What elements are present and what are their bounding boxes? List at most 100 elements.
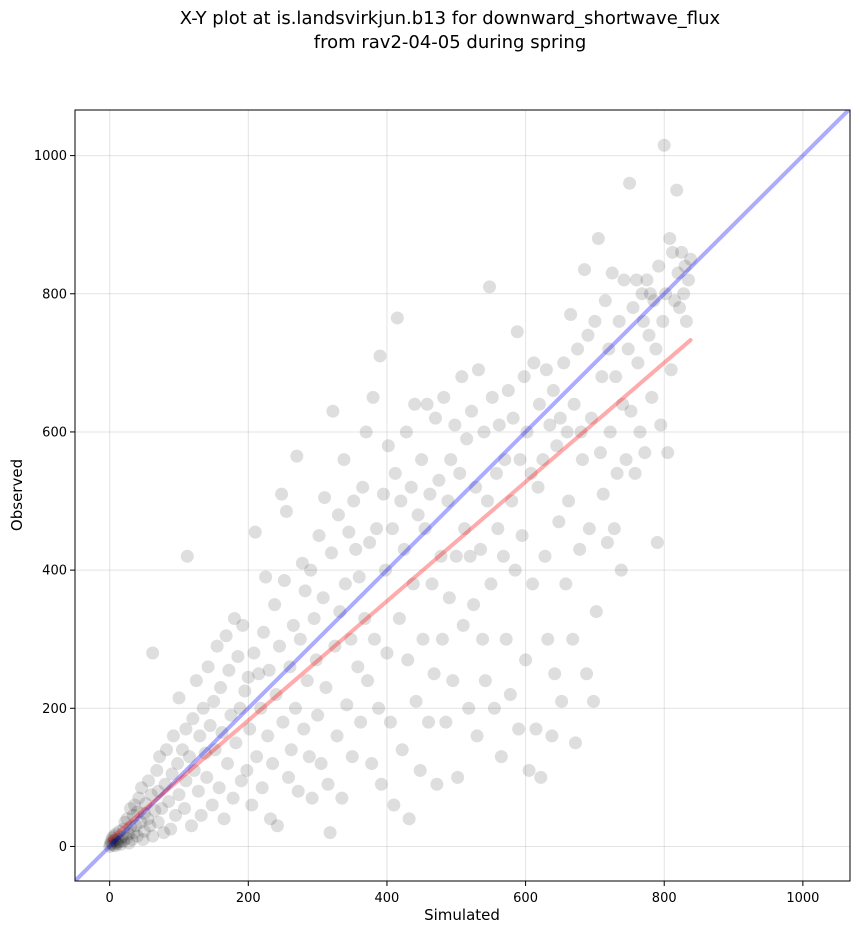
data-point [548,667,562,681]
data-point [295,556,309,570]
data-point [113,835,127,849]
data-point [614,563,628,577]
data-point [165,767,179,781]
data-point [670,183,684,197]
data-point [335,791,349,805]
data-point [559,577,573,591]
data-point [121,827,135,841]
data-point [290,449,304,463]
data-point [172,691,186,705]
data-point [635,287,649,301]
data-point [567,397,581,411]
data-point [394,494,408,508]
data-point [671,266,685,280]
data-point [612,314,626,328]
data-point [505,494,519,508]
data-point [136,833,150,847]
data-point [107,829,121,843]
x-tick-label: 800 [652,891,677,906]
data-point [609,370,623,384]
data-point [231,649,245,663]
data-point [684,252,698,266]
data-point [642,328,656,342]
data-point [345,750,359,764]
data-point [108,839,122,853]
data-point [595,370,609,384]
chart-title-line-2: from rav2-04-05 during spring [314,32,587,53]
data-point [155,801,169,815]
data-point [379,563,393,577]
x-axis-label: Simulated [424,906,500,924]
data-point [539,363,553,377]
data-point [487,701,501,715]
data-point [494,750,508,764]
data-point [117,834,131,848]
data-point [581,328,595,342]
data-point [229,736,243,750]
data-point [309,653,323,667]
data-point [656,314,670,328]
data-point [574,425,588,439]
data-point [534,770,548,784]
data-point [584,411,598,425]
data-point [552,515,566,529]
data-point [164,822,178,836]
data-point [678,259,692,273]
data-point [110,837,124,851]
data-point [141,774,155,788]
data-point [234,774,248,788]
data-point [105,836,119,850]
x-tick-label: 0 [106,891,114,906]
x-tick-label: 1000 [786,891,819,906]
data-point [134,815,148,829]
data-point [175,743,189,757]
data-point [524,466,538,480]
data-point [144,788,158,802]
data-point [200,770,214,784]
data-point [501,383,515,397]
data-point [373,349,387,363]
data-point [255,781,269,795]
data-point [314,757,328,771]
data-point [180,549,194,563]
data-point [259,570,273,584]
data-point [342,525,356,539]
data-point [337,453,351,467]
data-point [557,356,571,370]
data-point [657,138,671,152]
data-point [129,819,143,833]
data-point [631,356,645,370]
data-point [508,563,522,577]
data-point [387,798,401,812]
data-point [266,757,280,771]
data-point [411,508,425,522]
data-point [263,812,277,826]
data-point [476,632,490,646]
data-point [302,750,316,764]
data-point [330,729,344,743]
data-point [123,801,137,815]
data-point [127,826,141,840]
data-point [109,827,123,841]
data-point [214,681,228,695]
data-point [420,397,434,411]
data-point [374,777,388,791]
data-point [119,831,133,845]
data-point [425,577,439,591]
data-point [126,808,140,822]
data-point [409,694,423,708]
data-point [205,798,219,812]
data-point [499,632,513,646]
data-point [128,798,142,812]
data-point [354,715,368,729]
data-point [123,820,137,834]
data-point [385,522,399,536]
data-point [191,784,205,798]
data-point [184,819,198,833]
data-point [395,743,409,757]
data-point [661,446,675,460]
data-point [110,835,124,849]
data-point [536,453,550,467]
y-axis-ticks: 0 200 400 600 800 1000 [34,149,75,855]
data-point [268,598,282,612]
